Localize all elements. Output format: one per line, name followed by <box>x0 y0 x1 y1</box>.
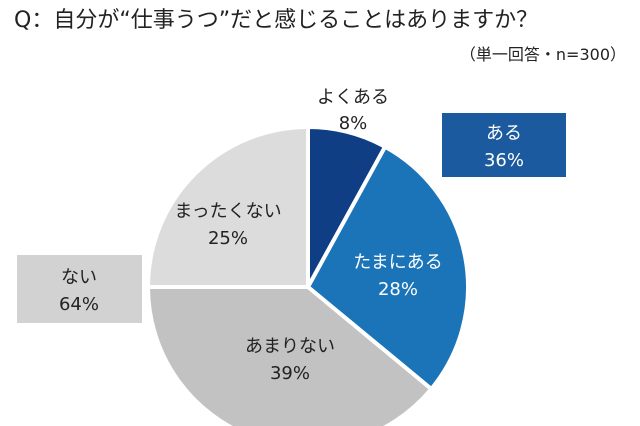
pie-slice-tamaniaru <box>306 144 470 391</box>
slice-label-mattakunai: まったくない <box>174 201 281 222</box>
chart-subtitle: （単一回答・n=300） <box>460 45 626 64</box>
pie-slice-mattakunai <box>146 125 310 289</box>
pie-slices <box>146 125 470 426</box>
group-value-aru: 36% <box>484 150 524 171</box>
group-label-nai: ない <box>61 267 97 288</box>
slice-value-amarinai: 39% <box>270 363 310 384</box>
group-label-aru: ある <box>486 123 522 144</box>
chart-title: Q：自分が“仕事うつ”だと感じることはありますか？ <box>14 8 538 33</box>
slice-value-yokuaru: 8% <box>339 113 368 134</box>
slice-value-mattakunai: 25% <box>208 228 248 249</box>
group-value-nai: 64% <box>59 294 99 315</box>
slice-value-tamaniaru: 28% <box>378 279 418 300</box>
group-box-nai <box>17 255 142 323</box>
slice-label-tamaniaru: たまにある <box>353 252 442 273</box>
slice-label-amarinai: あまりない <box>245 336 335 357</box>
group-box-aru <box>442 113 566 177</box>
slice-label-yokuaru: よくある <box>317 87 389 108</box>
pie-slice-amarinai <box>146 285 434 426</box>
